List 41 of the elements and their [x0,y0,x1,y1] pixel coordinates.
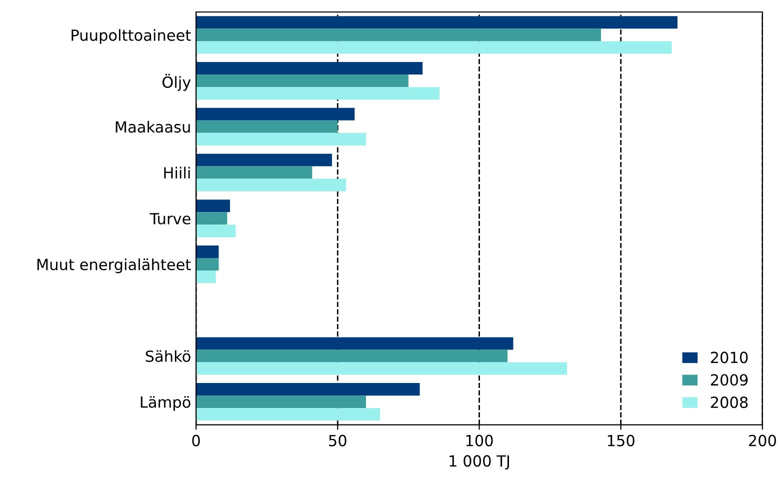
bar [196,383,420,396]
bar [196,408,380,421]
bar [196,87,440,100]
bar [196,245,219,258]
legend-label: 2010 [710,352,748,364]
bar [196,200,230,212]
bar [196,132,366,146]
bar [196,41,672,54]
y-tick-label: Turve [150,213,190,224]
y-tick-label: Öljy [162,74,191,91]
x-tick-label: 50 [329,434,346,446]
bar [196,154,332,166]
y-tick-label: Muut energialähteet [37,258,191,274]
x-axis-title: 1 000 TJ [450,455,509,470]
bar [196,62,423,75]
x-tick-label: 100 [466,434,493,446]
bar [196,350,508,362]
bar [196,270,216,284]
x-tick-label: 150 [608,434,634,446]
bar [196,362,568,375]
bar [196,120,338,133]
y-tick-label: Lämpö [140,396,190,411]
bar [196,74,408,88]
bar [196,16,678,29]
bar [196,212,228,225]
y-tick-label: Puupolttoaineet [72,29,191,44]
bar [196,224,236,238]
y-tick-label: Sähkö [146,350,190,362]
bar [196,178,346,192]
y-tick-label: Maakaasu [116,120,190,133]
bar [196,258,219,271]
bar [196,337,514,350]
y-tick-label: Hiili [164,166,190,178]
bar [196,28,602,42]
x-tick-label: 200 [748,434,776,446]
bar [196,166,312,179]
bar [196,396,366,408]
legend-label: 2008 [710,396,748,408]
legend-label: 2009 [710,374,748,386]
bar [196,108,355,120]
x-tick-label: 0 [192,434,200,446]
